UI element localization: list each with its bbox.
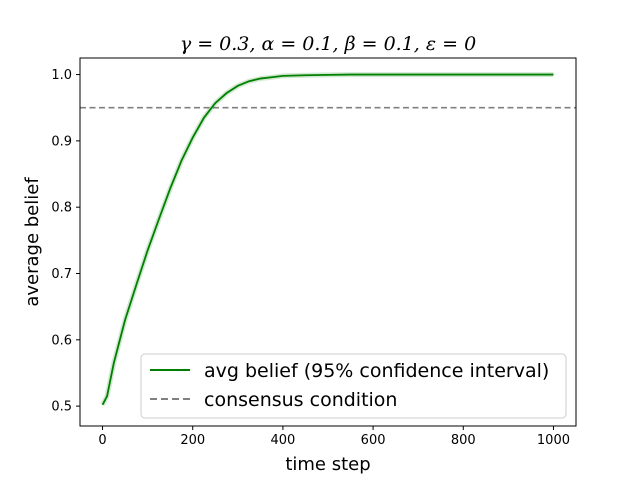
y-axis: 0.5 0.6 0.7 0.8 0.9 1.0 [51,68,80,415]
plot-area [80,72,576,406]
y-tick-label: 0.8 [51,201,72,216]
x-tick-label: 200 [180,433,205,448]
x-tick-label: 0 [98,433,106,448]
y-tick-label: 0.9 [51,134,72,149]
legend-box [140,353,567,419]
y-tick-label: 0.7 [51,267,72,282]
x-tick-label: 1000 [537,433,570,448]
legend-label-consensus: consensus condition [204,389,397,411]
legend: avg belief (95% confidence interval) con… [140,353,567,419]
x-tick-label: 400 [270,433,295,448]
legend-label-avg-belief: avg belief (95% confidence interval) [204,360,549,382]
avg-belief-line [101,73,554,406]
y-tick-label: 1.0 [51,68,72,83]
x-axis: 0 200 400 600 800 1000 [98,426,570,448]
chart-title: γ = 0.3, α = 0.1, β = 0.1, ε = 0 [180,33,476,55]
y-tick-label: 0.5 [51,400,72,415]
x-axis-label: time step [285,454,370,475]
y-tick-label: 0.6 [51,333,72,348]
y-axis-label: average belief [22,177,43,307]
x-tick-label: 800 [451,433,476,448]
x-tick-label: 600 [361,433,386,448]
plot-frame [79,57,577,427]
